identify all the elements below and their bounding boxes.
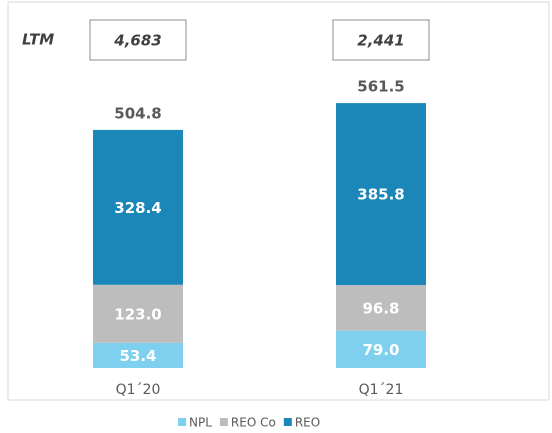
total-label: 561.5: [357, 78, 404, 96]
value-label: 53.4: [119, 347, 156, 365]
x-tick-label: Q1´20: [116, 382, 161, 398]
legend-swatch: [283, 418, 292, 426]
bar-segment: [336, 285, 426, 331]
value-label: 123.0: [114, 305, 161, 323]
bar-segment: [336, 103, 426, 286]
frame: [7, 1, 550, 401]
total-label: 504.8: [114, 104, 161, 122]
bar-segment: [93, 129, 183, 285]
value-label: 328.4: [114, 199, 161, 217]
value-label: 79.0: [362, 341, 399, 359]
bar-segment: [336, 330, 426, 368]
ltm-value: 2,441: [357, 32, 404, 50]
value-label: 96.8: [362, 299, 399, 317]
bar-segment: [93, 284, 183, 343]
legend-label: REO: [295, 416, 320, 430]
legend-swatch: [178, 418, 186, 426]
ltm-box: [332, 19, 430, 61]
legend-label: NPL: [189, 416, 212, 430]
ltm-box: [89, 19, 187, 61]
legend-label: REO Co: [231, 416, 276, 430]
bar-segment: [93, 342, 183, 368]
ltm-label: LTM: [22, 31, 54, 49]
legend-swatch: [219, 418, 228, 426]
ltm-value: 4,683: [113, 32, 161, 50]
value-label: 385.8: [357, 186, 404, 204]
x-tick-label: Q1´21: [359, 382, 404, 398]
